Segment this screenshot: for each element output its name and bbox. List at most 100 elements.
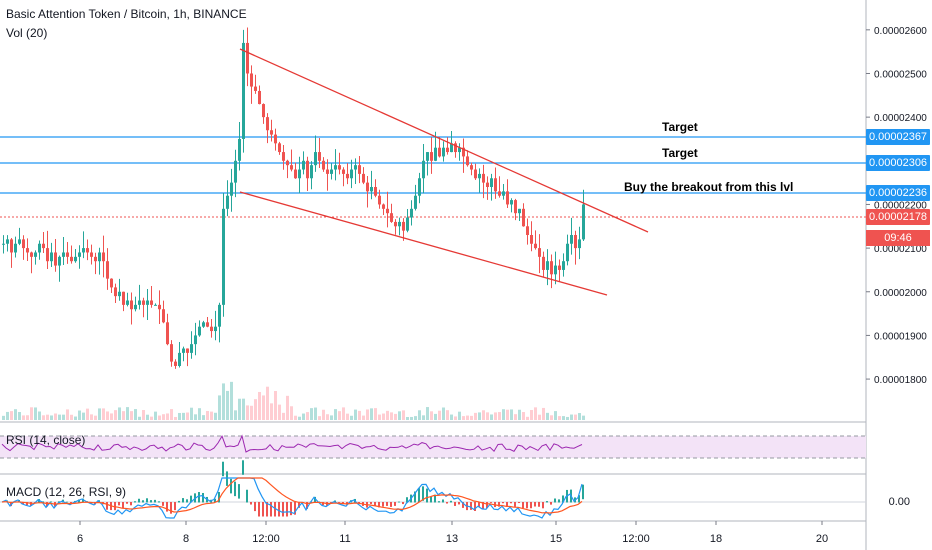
- volume-bar: [218, 395, 221, 420]
- macd-histogram-bar: [322, 502, 324, 506]
- time-axis[interactable]: 6 8 12:00 11 13 15 12:00 18 20: [77, 521, 828, 545]
- macd-histogram-bar: [218, 492, 220, 503]
- macd-histogram-bar: [258, 502, 260, 517]
- macd-histogram-bar: [382, 502, 384, 507]
- candle-body: [426, 152, 429, 161]
- candle-body: [494, 178, 497, 192]
- candle-body: [510, 200, 513, 205]
- volume-bar: [174, 416, 177, 420]
- volume-bar: [274, 391, 277, 420]
- volume-bar: [270, 403, 273, 420]
- candle-body: [46, 248, 49, 262]
- volume-bar: [6, 411, 9, 420]
- macd-histogram-bar: [558, 499, 560, 503]
- volume-bar: [98, 408, 101, 420]
- macd-histogram-bar: [386, 502, 388, 506]
- candle-body: [486, 182, 489, 187]
- macd-histogram-bar: [146, 498, 148, 503]
- macd-histogram-bar: [254, 502, 256, 512]
- candle-body: [442, 147, 445, 157]
- volume-bar: [170, 409, 173, 420]
- macd-histogram-bar: [238, 484, 240, 499]
- macd-histogram-bar: [498, 502, 500, 507]
- macd-histogram-bar: [290, 502, 292, 516]
- candle-body: [266, 117, 269, 131]
- macd-histogram-bar: [510, 502, 512, 504]
- candle-body: [538, 248, 541, 257]
- macd-histogram-bar: [426, 488, 428, 503]
- volume-bar: [430, 411, 433, 420]
- volume-bar: [342, 407, 345, 420]
- volume-bar: [194, 414, 197, 420]
- candle-body: [190, 344, 193, 353]
- macd-histogram-bar: [422, 486, 424, 501]
- chart-title: Basic Attention Token / Bitcoin, 1h, BIN…: [6, 7, 247, 21]
- volume-bar: [398, 411, 401, 420]
- macd-histogram-bar: [486, 502, 488, 509]
- volume-bar: [446, 410, 449, 420]
- macd-histogram-bar: [442, 499, 444, 503]
- candle-body: [562, 261, 565, 270]
- candle-body: [418, 178, 421, 196]
- price-axis[interactable]: 0.00001800 0.00001900 0.00002000 0.00002100…: [866, 26, 927, 386]
- macd-histogram-bar: [202, 492, 204, 503]
- candle-body: [230, 182, 233, 196]
- candle-body: [246, 42, 249, 74]
- macd-histogram-bar: [198, 492, 200, 503]
- macd-histogram-bar: [402, 502, 404, 505]
- macd-histogram-bar: [358, 502, 360, 504]
- macd-histogram-bar: [134, 501, 136, 503]
- candle-body: [490, 178, 493, 187]
- volume-bar: [354, 409, 357, 420]
- macd-histogram-bar: [298, 502, 300, 508]
- volume-bar: [18, 412, 21, 420]
- candle-body: [530, 235, 533, 244]
- candle-body: [306, 160, 309, 179]
- macd-histogram-bar: [538, 502, 540, 507]
- trendlines[interactable]: [239, 48, 649, 296]
- candle-body: [82, 248, 85, 253]
- volume-label: Vol (20): [6, 26, 48, 40]
- volume-bar: [478, 412, 481, 420]
- volume-bar: [222, 383, 225, 420]
- macd-histogram-bar: [186, 499, 188, 503]
- candle-body: [542, 256, 545, 270]
- volume-bar: [454, 416, 457, 420]
- volume-bar: [514, 414, 517, 420]
- macd-histogram-bar: [582, 484, 584, 500]
- volume-bar: [558, 416, 561, 420]
- candle-body: [518, 208, 521, 214]
- volume-bar: [366, 409, 369, 420]
- macd-histogram-bar: [142, 500, 144, 503]
- volume-bar: [442, 407, 445, 420]
- volume-bar: [294, 415, 297, 420]
- candle-body: [94, 256, 97, 262]
- volume-bar: [74, 416, 77, 420]
- current-price-label: 0.00002178: [866, 209, 930, 225]
- macd-histogram-bar: [470, 502, 472, 510]
- volume-bar: [522, 412, 525, 420]
- candle-body: [394, 221, 397, 227]
- candle-countdown: 09:46: [866, 230, 930, 246]
- volume-bar: [162, 414, 165, 420]
- horizontal-levels[interactable]: [0, 136, 866, 218]
- macd-histogram-bar: [58, 501, 60, 503]
- macd-histogram-bar: [182, 498, 184, 503]
- macd-pane: [0, 460, 866, 519]
- volume-bar: [150, 416, 153, 420]
- macd-value: 0.00: [888, 496, 910, 508]
- volume-bar: [374, 408, 377, 420]
- level-label-target-mid: 0.00002306: [866, 155, 930, 171]
- candle-body: [290, 165, 293, 170]
- volume-bar: [122, 411, 125, 420]
- volume-bar: [190, 407, 193, 420]
- candle-body: [166, 322, 169, 345]
- volume-bar: [198, 408, 201, 420]
- candle-body: [42, 243, 45, 249]
- macd-histogram-bar: [414, 491, 416, 503]
- macd-histogram-bar: [418, 488, 420, 503]
- volume-bar: [546, 412, 549, 420]
- volume-bar: [578, 413, 581, 420]
- volume-bar: [126, 407, 129, 420]
